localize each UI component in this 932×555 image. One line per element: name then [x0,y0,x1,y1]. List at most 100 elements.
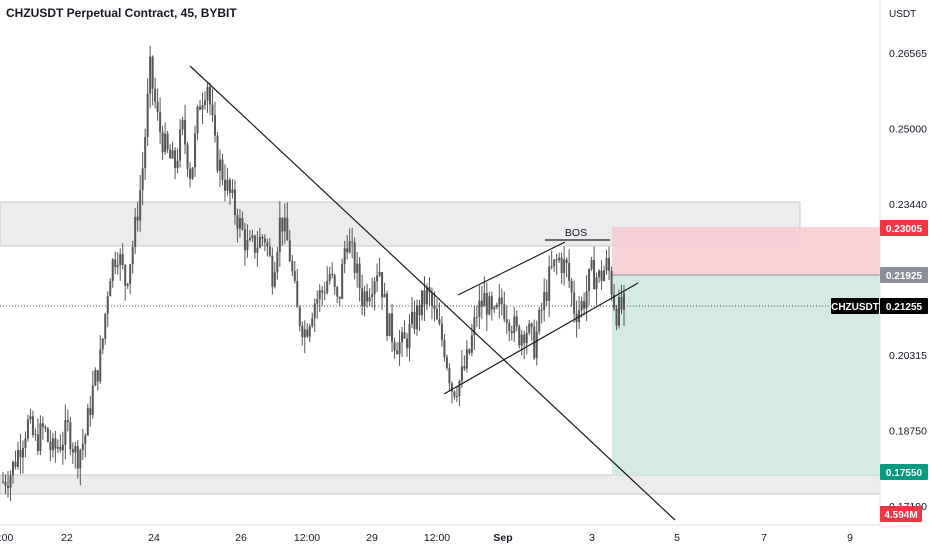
candle-body [623,293,625,310]
candle-body [568,262,571,281]
last-price-badge: 0.21255 [880,298,928,314]
candle-body [186,144,189,169]
candle-body [293,271,296,282]
candle-body [56,446,59,449]
candle-body [548,266,551,301]
candle-body [445,357,448,368]
candle-body [425,286,428,305]
channel-lower-line[interactable] [443,282,639,395]
candle-body [453,391,456,397]
candle-body [343,248,346,264]
candle-body [209,86,211,105]
time-tick-label: 7 [761,532,767,544]
candle-body [585,291,588,309]
time-tick-label: 26 [235,532,247,544]
candlestick-series[interactable] [2,45,625,502]
time-axis[interactable]: :00 22 24 26 12:00 29 12:00 Sep 3 5 7 9 [0,532,853,544]
candle-body [463,366,466,369]
candle-body [460,366,463,382]
price-tick-label: 0.20315 [889,350,927,362]
candle-body [525,332,528,344]
candle-body [341,263,344,299]
candle-body [226,179,229,191]
candle-body [386,293,389,336]
volume-value: 4.594M [884,510,917,521]
candle-body [139,190,142,221]
time-tick-label: 12:00 [424,532,450,544]
candle-body [156,101,159,113]
candle-body [508,322,511,331]
candle-body [530,323,533,327]
price-tick-label: 0.18750 [889,426,927,438]
candle-body [196,106,199,134]
candle-body [598,270,601,278]
candle-body [553,259,556,267]
candle-body [615,308,618,326]
symbol-label-text: CHZUSDT [831,302,879,313]
candle-body [558,257,561,261]
candle-body [396,350,399,355]
candle-body [600,270,603,281]
candle-body [490,296,493,310]
candle-body [430,292,433,306]
candle-body [124,265,127,286]
stop-loss-area[interactable] [612,227,880,275]
candle-body [136,216,139,221]
candle-body [223,179,226,191]
candle-body [64,420,67,445]
time-tick-label: 29 [366,532,378,544]
candle-body [281,217,284,232]
candle-body [411,312,414,325]
candle-body [276,252,279,273]
candle-body [515,316,518,327]
candle-body [79,450,82,469]
symbol-label-badge: CHZUSDT [831,298,879,314]
candle-body [14,461,17,467]
candle-body [74,446,77,453]
time-tick-label: 12:00 [294,532,320,544]
candle-body [16,449,19,467]
candle-body [109,281,112,297]
time-tick-label: :00 [0,532,13,544]
candle-body [450,383,453,392]
candle-body [523,334,526,344]
candle-body [134,216,137,248]
candle-body [131,247,134,265]
candle-body [149,56,152,94]
demand-zone[interactable] [0,474,881,495]
candle-body [89,408,92,415]
candle-body [563,259,566,274]
candle-body [473,317,476,336]
candle-body [268,246,271,256]
candle-body [388,313,391,336]
descending-trendline[interactable] [189,65,676,521]
time-tick-label: 5 [674,532,680,544]
candle-body [298,307,301,326]
candle-body [573,292,576,314]
candle-body [470,335,473,353]
candle-body [550,266,553,268]
candle-body [258,236,261,248]
candle-body [580,300,583,311]
candle-body [106,296,109,314]
candle-body [31,416,34,435]
channel-upper-line[interactable] [457,241,566,296]
candle-body [391,313,394,342]
candle-body [448,367,451,384]
candle-body [401,332,404,342]
candle-body [353,242,356,273]
candle-body [69,422,72,450]
candle-body [59,446,62,451]
candle-body [86,408,89,436]
candle-body [570,280,573,293]
candle-body [121,254,124,266]
candle-body [323,292,326,294]
candle-body [485,293,488,315]
candle-body [608,258,611,271]
candle-body [498,297,501,305]
candle-body [595,277,598,290]
candle-body [560,257,563,274]
candle-body [440,323,443,341]
